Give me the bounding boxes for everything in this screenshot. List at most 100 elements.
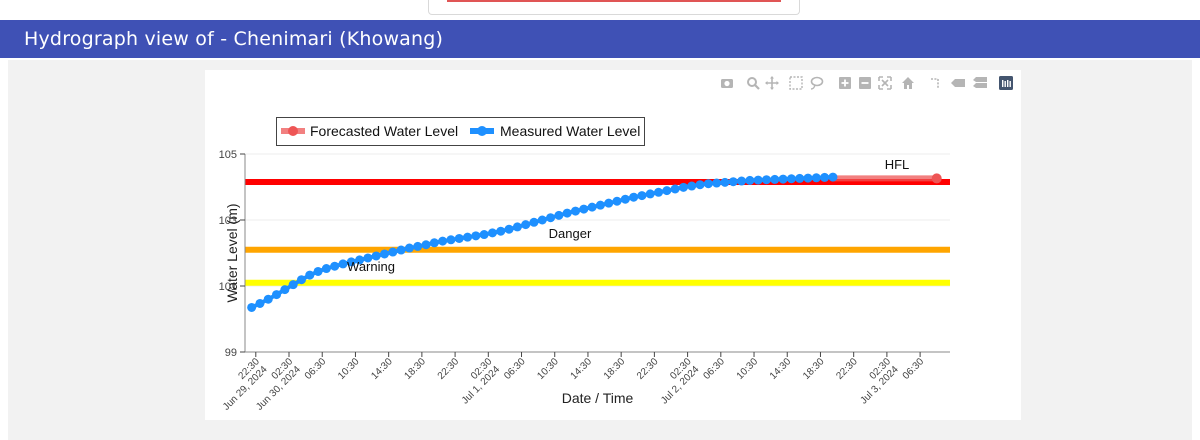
page-title: Hydrograph view of - Chenimari (Khowang): [24, 28, 444, 50]
home-icon[interactable]: [902, 77, 914, 89]
measured-point: [778, 174, 788, 184]
forecast-series: [832, 173, 942, 184]
measured-point: [463, 232, 473, 242]
measured-point: [546, 213, 556, 223]
measured-point: [421, 240, 431, 250]
x-tick-label: 06:30: [901, 356, 927, 382]
measured-point: [496, 226, 506, 236]
measured-point: [712, 178, 722, 188]
measured-point: [795, 173, 805, 183]
measured-point: [438, 236, 448, 246]
camera-icon[interactable]: [721, 79, 733, 88]
autoscale-icon[interactable]: [878, 76, 892, 90]
hover-compare-icon[interactable]: [973, 77, 987, 88]
legend-item[interactable]: Forecasted Water Level: [281, 123, 458, 139]
x-tick-label-line: 14:30: [768, 356, 794, 382]
measured-point: [338, 259, 348, 269]
box-select-icon[interactable]: [789, 76, 803, 90]
measured-point: [255, 298, 265, 308]
measured-point: [355, 255, 365, 265]
x-axis-title: Date / Time: [562, 390, 634, 406]
x-tick-label-line: 10:30: [535, 356, 561, 382]
measured-point: [612, 196, 622, 206]
measured-point: [296, 275, 306, 285]
y-tick-label: 101: [219, 281, 237, 293]
measured-point: [720, 177, 730, 187]
measured-point: [429, 238, 439, 248]
x-tick-label: 10:30: [535, 356, 561, 382]
y-tick-label: 99: [225, 347, 237, 359]
spike-lines-icon[interactable]: [931, 78, 939, 88]
measured-point: [321, 264, 331, 274]
measured-point: [687, 181, 697, 191]
measured-point: [587, 202, 597, 212]
annotation-warning: Warning: [347, 259, 395, 274]
measured-point: [263, 294, 273, 304]
legend-swatch-marker: [477, 126, 487, 136]
measured-point: [770, 174, 780, 184]
x-tick-label-line: 22:30: [834, 356, 860, 382]
zoom-in-icon[interactable]: [839, 77, 851, 89]
x-tick-label: 06:30: [502, 356, 528, 382]
x-tick-label-line: 10:30: [336, 356, 362, 382]
plotly-logo-icon[interactable]: [999, 76, 1013, 90]
x-tick-label: 22:30: [834, 356, 860, 382]
x-tick-label-line: 06:30: [303, 356, 329, 382]
measured-point: [620, 194, 630, 204]
measured-point: [737, 176, 747, 186]
x-tick-label-line: 06:30: [502, 356, 528, 382]
measured-point: [288, 280, 298, 290]
lasso-icon[interactable]: [810, 76, 824, 90]
legend-box: [276, 117, 645, 146]
pan-icon[interactable]: [765, 76, 779, 90]
x-tick-label-line: 18:30: [403, 356, 429, 382]
measured-point: [529, 217, 539, 227]
measured-point: [521, 220, 531, 230]
measured-point: [570, 206, 580, 216]
measured-point: [595, 200, 605, 210]
measured-point: [346, 257, 356, 267]
measured-series-line: [250, 175, 833, 310]
measured-point: [670, 184, 680, 194]
x-tick-label: 06:30: [303, 356, 329, 382]
measured-point: [562, 208, 572, 218]
measured-point: [786, 174, 796, 184]
measured-point: [728, 177, 738, 187]
measured-point: [313, 266, 323, 276]
measured-point: [404, 243, 414, 253]
measured-point: [629, 192, 639, 202]
measured-point: [828, 172, 838, 182]
plot-card: 99 101 103 105 22:30Jun 29, 2024 02:30Jun 30,…: [205, 70, 1021, 420]
forecast-point: [931, 173, 942, 184]
zoom-icon[interactable]: [747, 77, 760, 90]
x-tick-label-line: 10:30: [735, 356, 761, 382]
measured-point: [396, 245, 406, 255]
x-tick-label: 18:30: [602, 356, 628, 382]
legend-item[interactable]: Measured Water Level: [470, 123, 640, 139]
x-tick-label: 22:30: [635, 356, 661, 382]
annotation-hfl: HFL: [885, 157, 910, 172]
legend: Forecasted Water Level Measured Water Lev…: [276, 117, 645, 146]
legend-label: Measured Water Level: [500, 123, 640, 139]
x-tick-label-line: 18:30: [602, 356, 628, 382]
measured-point: [471, 231, 481, 241]
top-card: [428, 0, 800, 15]
measured-point: [272, 290, 282, 300]
measured-point: [654, 187, 664, 197]
legend-swatch-marker: [288, 126, 298, 136]
measured-point: [678, 182, 688, 192]
y-tick-label: 105: [219, 149, 237, 161]
measured-point: [761, 175, 771, 185]
x-tick-label-line: 14:30: [569, 356, 595, 382]
x-tick-label: 10:30: [735, 356, 761, 382]
x-tick-label: 10:30: [336, 356, 362, 382]
hover-closest-icon[interactable]: [951, 79, 965, 87]
measured-point: [512, 222, 522, 232]
zoom-out-icon[interactable]: [859, 77, 871, 89]
measured-point: [803, 173, 813, 183]
x-tick-label: 18:30: [801, 356, 827, 382]
modebar: [721, 76, 1013, 90]
measured-point: [247, 302, 257, 312]
measured-point: [820, 172, 830, 182]
